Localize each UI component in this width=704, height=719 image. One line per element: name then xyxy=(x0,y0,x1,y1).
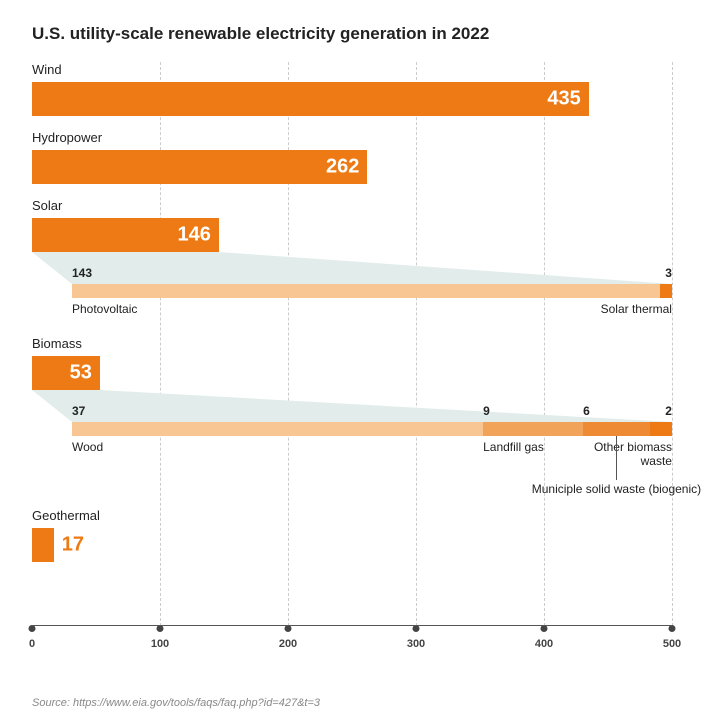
breakdown: 37Wood9Landfill gas62Other biomass waste xyxy=(72,422,672,436)
breakdown-segment: 2Other biomass waste xyxy=(650,422,672,436)
bar-value: 53 xyxy=(70,362,92,385)
breakdown-segment: 9Landfill gas xyxy=(483,422,583,436)
grid-line xyxy=(416,62,417,626)
axis-tick xyxy=(669,625,676,632)
segment-value: 6 xyxy=(583,404,590,418)
grid-line xyxy=(288,62,289,626)
axis-tick-label: 300 xyxy=(407,638,425,650)
breakdown-wedge xyxy=(32,390,672,422)
breakdown: 143Photovoltaic3Solar thermal xyxy=(72,284,672,298)
leader-line xyxy=(616,436,617,480)
breakdown-wedge xyxy=(32,252,672,284)
axis-tick xyxy=(541,625,548,632)
bar: 262 xyxy=(32,150,367,184)
axis-tick-label: 500 xyxy=(663,638,681,650)
segment-value: 2 xyxy=(665,404,672,418)
axis-tick-label: 200 xyxy=(279,638,297,650)
segment-label: Photovoltaic xyxy=(72,302,137,316)
bar-value: 146 xyxy=(178,224,211,247)
segment-label: Municiple solid waste (biogenic) xyxy=(532,482,701,496)
segment-value: 9 xyxy=(483,404,490,418)
bar: 53 xyxy=(32,356,100,390)
category-label: Hydropower xyxy=(32,130,102,145)
grid-line xyxy=(544,62,545,626)
breakdown-segment: 6 xyxy=(583,422,650,436)
grid-line xyxy=(160,62,161,626)
bar: 435 xyxy=(32,82,589,116)
source-text: Source: https://www.eia.gov/tools/faqs/f… xyxy=(32,697,320,709)
segment-value: 3 xyxy=(665,266,672,280)
category-label: Solar xyxy=(32,198,62,213)
axis-tick-label: 0 xyxy=(29,638,35,650)
breakdown-segment: 37Wood xyxy=(72,422,483,436)
segment-value: 143 xyxy=(72,266,92,280)
category-label: Geothermal xyxy=(32,508,100,523)
segment-label: Other biomass waste xyxy=(572,440,672,468)
plot-area: 0100200300400500Wind435Hydropower262Sola… xyxy=(32,62,672,662)
segment-value: 37 xyxy=(72,404,85,418)
chart-container: U.S. utility-scale renewable electricity… xyxy=(0,0,704,719)
breakdown-segment: 3Solar thermal xyxy=(660,284,672,298)
bar-value: 17 xyxy=(62,534,84,557)
bar-value: 435 xyxy=(547,88,580,111)
x-axis xyxy=(32,625,672,626)
breakdown-bar: 37Wood9Landfill gas62Other biomass waste xyxy=(72,422,672,436)
grid-line xyxy=(672,62,673,626)
segment-label: Landfill gas xyxy=(483,440,544,454)
axis-tick xyxy=(29,625,36,632)
bar: 146 xyxy=(32,218,219,252)
breakdown-segment: 143Photovoltaic xyxy=(72,284,660,298)
axis-tick-label: 400 xyxy=(535,638,553,650)
category-label: Biomass xyxy=(32,336,82,351)
axis-tick-label: 100 xyxy=(151,638,169,650)
segment-label: Wood xyxy=(72,440,103,454)
chart-title: U.S. utility-scale renewable electricity… xyxy=(32,24,672,44)
axis-tick xyxy=(413,625,420,632)
bar xyxy=(32,528,54,562)
category-label: Wind xyxy=(32,62,62,77)
breakdown-bar: 143Photovoltaic3Solar thermal xyxy=(72,284,672,298)
axis-tick xyxy=(285,625,292,632)
segment-label: Solar thermal xyxy=(601,302,672,316)
axis-tick xyxy=(157,625,164,632)
bar-value: 262 xyxy=(326,156,359,179)
